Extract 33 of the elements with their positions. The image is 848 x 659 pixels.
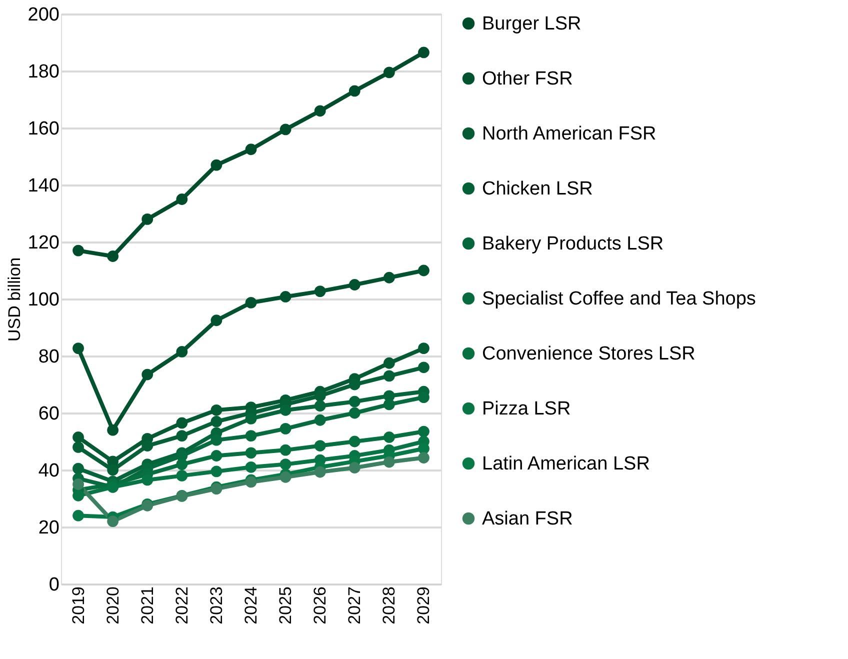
legend-label: Pizza LSR <box>482 398 571 420</box>
legend-label: Other FSR <box>482 68 573 90</box>
y-tick-label: 100 <box>28 290 60 310</box>
x-tick-label: 2021 <box>138 586 157 624</box>
y-tick-label: 60 <box>38 404 60 424</box>
legend-label: Chicken LSR <box>482 178 593 200</box>
y-axis-title: USD billion <box>4 257 24 342</box>
x-tick-label: 2019 <box>68 586 88 624</box>
x-tick-label: 2029 <box>414 586 434 624</box>
x-tick-label: 2023 <box>206 586 226 624</box>
legend-label: Convenience Stores LSR <box>482 344 696 364</box>
y-tick-label: 80 <box>38 346 60 368</box>
y-tick-label: 120 <box>28 232 60 254</box>
x-tick-label: 2025 <box>276 586 296 624</box>
legend-label: Asian FSR <box>482 508 573 530</box>
legend-label: North American FSR <box>482 124 656 144</box>
y-tick-label: 200 <box>28 4 60 26</box>
y-tick-label: 180 <box>28 62 60 82</box>
x-tick-label: 2020 <box>103 586 122 624</box>
y-tick-label: 0 <box>48 574 60 596</box>
y-tick-label: 140 <box>28 176 60 196</box>
y-tick-label: 40 <box>38 460 60 482</box>
legend-label: Burger LSR <box>482 14 582 34</box>
legend-label: Specialist Coffee and Tea Shops <box>482 288 756 310</box>
legend-label: Latin American LSR <box>482 454 650 474</box>
x-tick-label: 2028 <box>380 586 399 624</box>
x-tick-label: 2024 <box>242 586 260 624</box>
y-tick-label: 20 <box>38 518 60 538</box>
x-tick-label: 2026 <box>310 586 330 624</box>
y-tick-label: 160 <box>28 118 60 140</box>
x-tick-label: 2027 <box>345 586 364 624</box>
legend-label: Bakery Products LSR <box>482 234 664 254</box>
x-tick-label: 2022 <box>172 586 192 624</box>
